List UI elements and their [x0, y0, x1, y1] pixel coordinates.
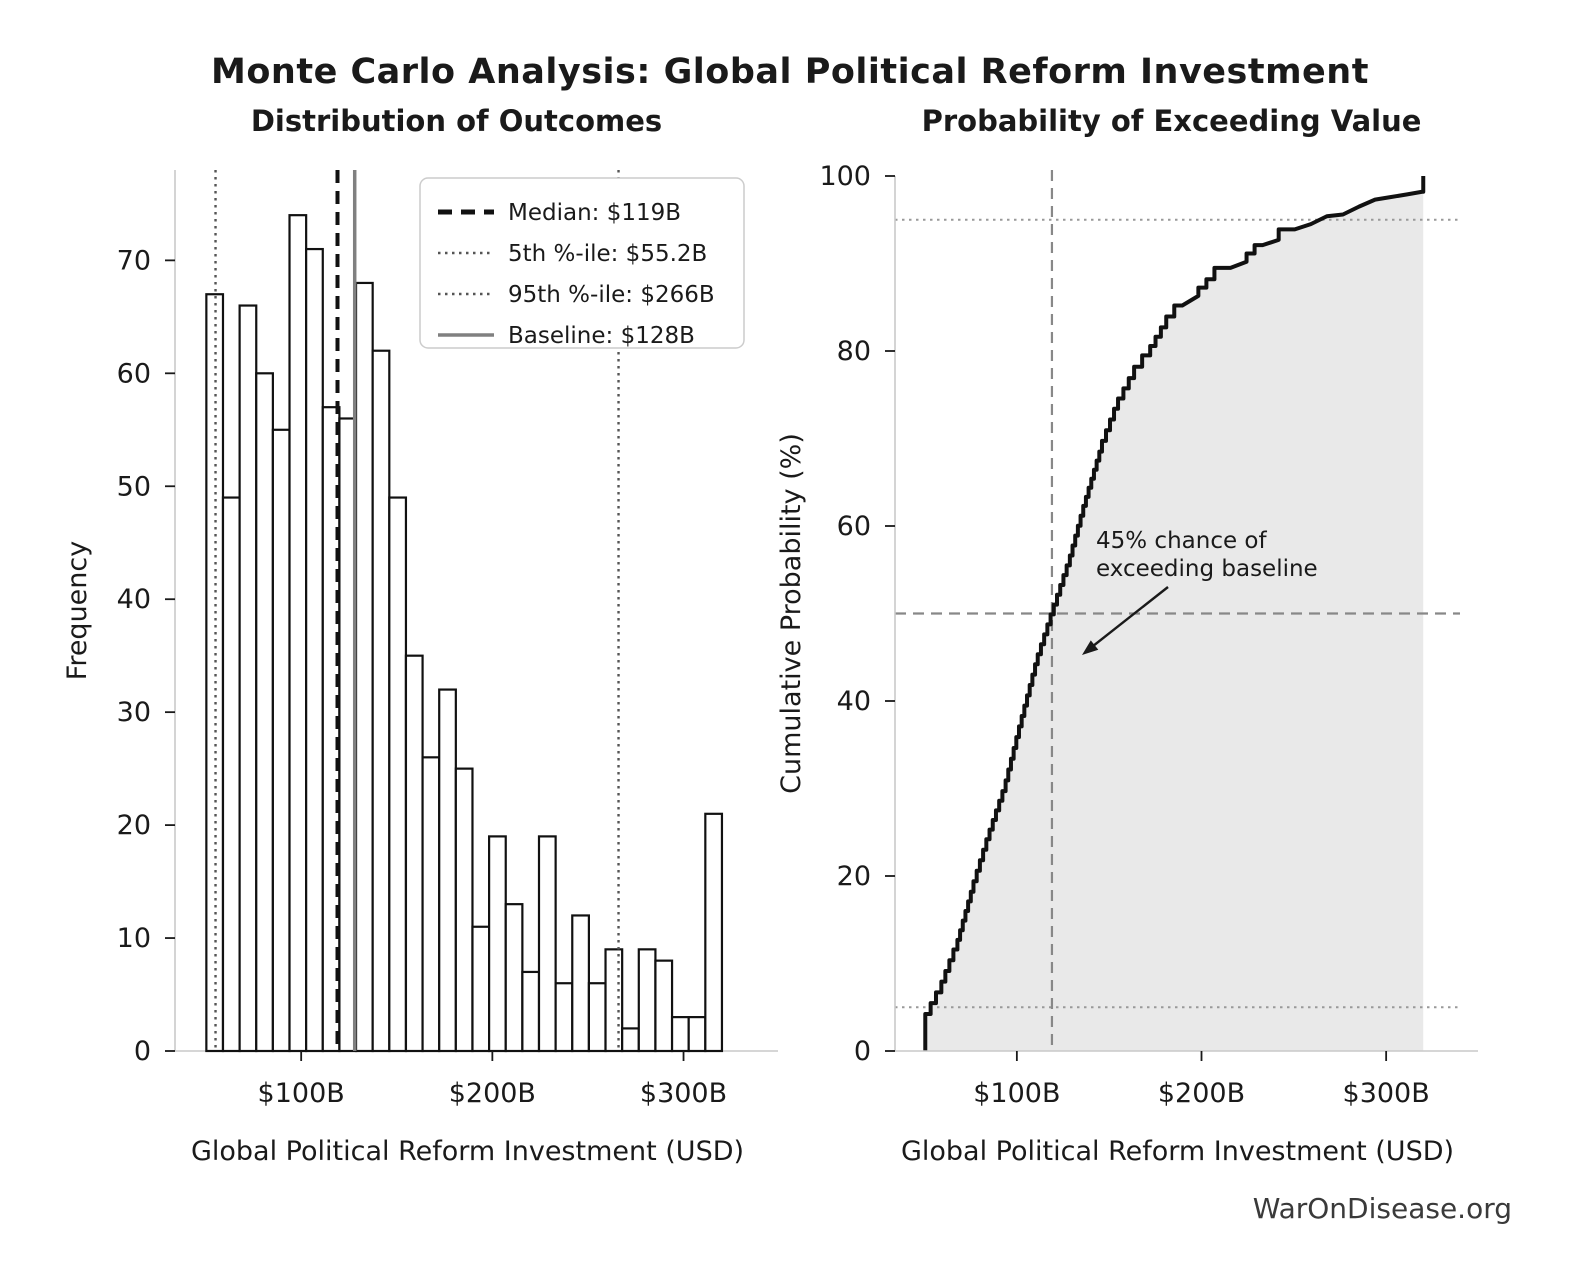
histogram-bar	[571, 914, 590, 1053]
histogram-bar	[205, 293, 225, 1053]
legend-item: 5th %-ile: $55.2B	[438, 241, 707, 267]
cdf-curve	[923, 176, 1426, 1051]
y-axis-tick-label: 60	[117, 358, 151, 389]
histogram-bar	[305, 247, 324, 1053]
legend-item: Median: $119B	[438, 200, 681, 226]
right-x-axis-label: Global Political Reform Investment (USD)	[901, 1136, 1454, 1167]
y-axis-tick-label: 20	[117, 810, 151, 841]
left-chart: Distribution of Outcomes 0 10 20 30 40 50 60 70 $…	[62, 104, 778, 1167]
histogram-bar	[637, 948, 657, 1053]
y-axis-tick-label: 0	[854, 1036, 871, 1067]
x-axis-tick-label: $300B	[1343, 1078, 1430, 1109]
y-axis-tick-label: 10	[117, 923, 151, 954]
watermark-text: WarOnDisease.org	[1252, 1192, 1512, 1225]
y-axis-tick-label: 0	[134, 1036, 151, 1067]
histogram-bar	[238, 304, 258, 1053]
figure-title: Monte Carlo Analysis: Global Political R…	[211, 52, 1369, 92]
legend-item: 95th %-ile: $266B	[438, 282, 715, 308]
histogram-bar	[687, 1016, 707, 1053]
x-axis-tick-label: $300B	[640, 1078, 727, 1109]
histogram-bar	[255, 372, 274, 1053]
histogram-bar	[371, 349, 391, 1053]
histogram-bar	[438, 688, 457, 1053]
legend-item-label: 5th %-ile: $55.2B	[508, 241, 707, 267]
histogram-bar	[621, 1027, 640, 1053]
histogram-bar	[221, 496, 241, 1053]
y-axis-tick-label: 40	[117, 584, 151, 615]
annotation-text-line: 45% chance of	[1096, 528, 1268, 554]
histogram-bar	[604, 948, 624, 1053]
histogram-bar	[388, 496, 408, 1053]
histogram-bar	[454, 767, 474, 1053]
histogram-bar	[271, 428, 291, 1053]
histogram-bar	[654, 959, 674, 1053]
left-x-axis-label: Global Political Reform Investment (USD)	[191, 1136, 744, 1167]
y-axis-tick-label: 20	[837, 861, 871, 892]
histogram-bar	[670, 1016, 690, 1053]
histogram-bar	[404, 654, 424, 1053]
histogram-bar	[521, 970, 541, 1053]
y-axis-tick-label: 80	[837, 336, 871, 367]
annotation-arrow-head	[1082, 640, 1099, 655]
x-axis-tick-label: $100B	[258, 1078, 345, 1109]
y-axis-tick-label: 60	[837, 511, 871, 542]
right-chart: Probability of Exceeding Value 45% chance…	[776, 104, 1478, 1167]
x-axis-tick-label: $100B	[973, 1078, 1060, 1109]
left-chart-title: Distribution of Outcomes	[251, 104, 662, 138]
histogram-bar	[488, 835, 507, 1053]
y-axis-tick-label: 30	[117, 697, 151, 728]
right-chart-title: Probability of Exceeding Value	[922, 104, 1422, 138]
histogram-bar	[354, 281, 374, 1053]
annotation-text-line: exceeding baseline	[1096, 556, 1318, 582]
y-axis-tick-label: 50	[117, 471, 151, 502]
histogram-bar	[504, 903, 524, 1053]
x-axis-tick-label: $200B	[1158, 1078, 1245, 1109]
left-y-axis-label: Frequency	[62, 541, 93, 681]
histogram-bar	[421, 756, 441, 1053]
y-axis-tick-label: 100	[819, 161, 871, 192]
histogram-bars	[205, 214, 724, 1053]
histogram-bar	[554, 982, 574, 1053]
histogram-bar	[537, 835, 557, 1053]
right-y-axis-label: Cumulative Probability (%)	[776, 433, 807, 794]
y-axis-tick-label: 70	[117, 245, 151, 276]
histogram-bar	[587, 982, 607, 1053]
legend-box	[419, 177, 745, 349]
legend-item: Baseline: $128B	[438, 323, 695, 349]
histogram-bar	[704, 812, 724, 1053]
legend-item-label: Median: $119B	[508, 200, 681, 226]
legend-item-label: Baseline: $128B	[508, 323, 695, 349]
x-axis-tick-label: $200B	[449, 1078, 536, 1109]
legend-item-label: 95th %-ile: $266B	[508, 282, 715, 308]
legend: Median: $119B 5th %-ile: $55.2B 95th %-ile…	[419, 177, 745, 349]
histogram-bar	[471, 925, 491, 1053]
histogram-bar	[288, 214, 308, 1053]
y-axis-tick-label: 40	[837, 686, 871, 717]
annotation-arrow-shaft	[1087, 586, 1169, 651]
